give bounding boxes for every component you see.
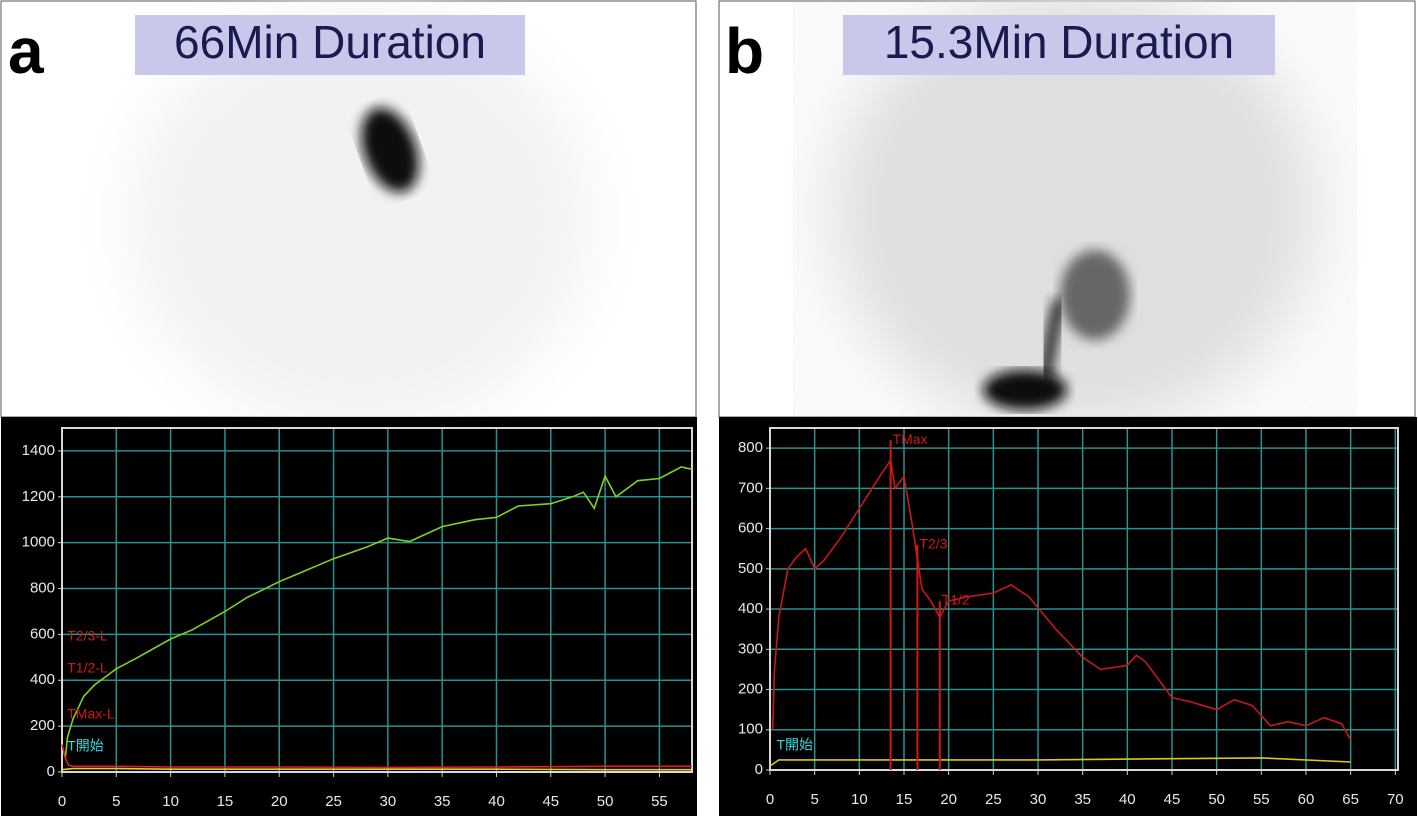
y-tick-label: 100 — [738, 721, 763, 738]
y-tick-label: 800 — [738, 439, 763, 456]
annotation: TMax-L — [67, 705, 115, 721]
x-tick-label: 35 — [1074, 791, 1091, 808]
y-tick-label: 1200 — [22, 488, 55, 505]
plot-border — [769, 427, 1399, 771]
y-tick-label: 300 — [738, 640, 763, 657]
x-tick-label: 5 — [112, 793, 120, 810]
x-tick-label: 70 — [1387, 791, 1404, 808]
chart-background — [1, 417, 697, 816]
y-tick-label: 0 — [47, 763, 55, 780]
organ-blob — [1060, 250, 1130, 340]
annotation: T1/2-L — [67, 660, 108, 676]
panel-label: a — [8, 15, 44, 87]
y-tick-label: 200 — [30, 717, 55, 734]
body-shadow — [130, 10, 590, 430]
x-tick-label: 55 — [1253, 791, 1270, 808]
x-tick-label: 30 — [1030, 791, 1047, 808]
x-tick-label: 45 — [1164, 791, 1181, 808]
y-tick-label: 600 — [30, 625, 55, 642]
x-tick-label: 25 — [325, 793, 342, 810]
x-tick-label: 60 — [1298, 791, 1315, 808]
y-tick-label: 800 — [30, 580, 55, 597]
y-tick-label: 400 — [30, 671, 55, 688]
organ-blob — [983, 370, 1067, 410]
series-line — [771, 458, 1352, 741]
y-tick-label: 500 — [738, 560, 763, 577]
annotation: T開始 — [776, 737, 813, 753]
x-tick-label: 15 — [217, 793, 234, 810]
y-tick-label: 400 — [738, 600, 763, 617]
series-line — [769, 757, 1351, 767]
panel-label: b — [725, 15, 764, 87]
annotation: T2/3-L — [67, 627, 108, 643]
y-tick-label: 1400 — [22, 442, 55, 459]
x-tick-label: 45 — [542, 793, 559, 810]
x-tick-label: 55 — [651, 793, 668, 810]
x-tick-label: 5 — [810, 791, 818, 808]
series-line — [61, 767, 692, 771]
plot-border — [61, 427, 693, 773]
annotation: TMax — [893, 431, 928, 447]
y-tick-label: 1000 — [22, 534, 55, 551]
y-tick-label: 200 — [738, 680, 763, 697]
y-tick-label: 600 — [738, 520, 763, 537]
annotation: T2/3 — [919, 535, 947, 551]
x-tick-label: 65 — [1342, 791, 1359, 808]
x-tick-label: 35 — [434, 793, 451, 810]
x-tick-label: 10 — [851, 791, 868, 808]
x-tick-label: 0 — [766, 791, 774, 808]
x-tick-label: 15 — [896, 791, 913, 808]
x-tick-label: 40 — [488, 793, 505, 810]
x-tick-label: 0 — [58, 793, 66, 810]
y-tick-label: 700 — [738, 479, 763, 496]
x-tick-label: 20 — [940, 791, 957, 808]
x-tick-label: 40 — [1119, 791, 1136, 808]
series-line — [64, 466, 693, 759]
x-tick-label: 20 — [271, 793, 288, 810]
image-noise — [840, 20, 1310, 410]
x-tick-label: 10 — [162, 793, 179, 810]
chart-background — [719, 417, 1417, 816]
image-label-box — [843, 15, 1275, 75]
organ-duct — [1038, 298, 1067, 381]
x-tick-label: 30 — [380, 793, 397, 810]
x-tick-label: 50 — [597, 793, 614, 810]
image-label: 15.3Min Duration — [884, 16, 1234, 68]
organ-blob — [361, 107, 419, 193]
y-tick-label: 0 — [755, 761, 763, 778]
annotation: T開始 — [67, 737, 104, 753]
x-tick-label: 25 — [985, 791, 1002, 808]
annotation: T1/2 — [942, 592, 970, 608]
image-label: 66Min Duration — [174, 16, 486, 68]
series-line — [61, 744, 692, 769]
image-label-box — [135, 15, 525, 75]
x-tick-label: 50 — [1208, 791, 1225, 808]
